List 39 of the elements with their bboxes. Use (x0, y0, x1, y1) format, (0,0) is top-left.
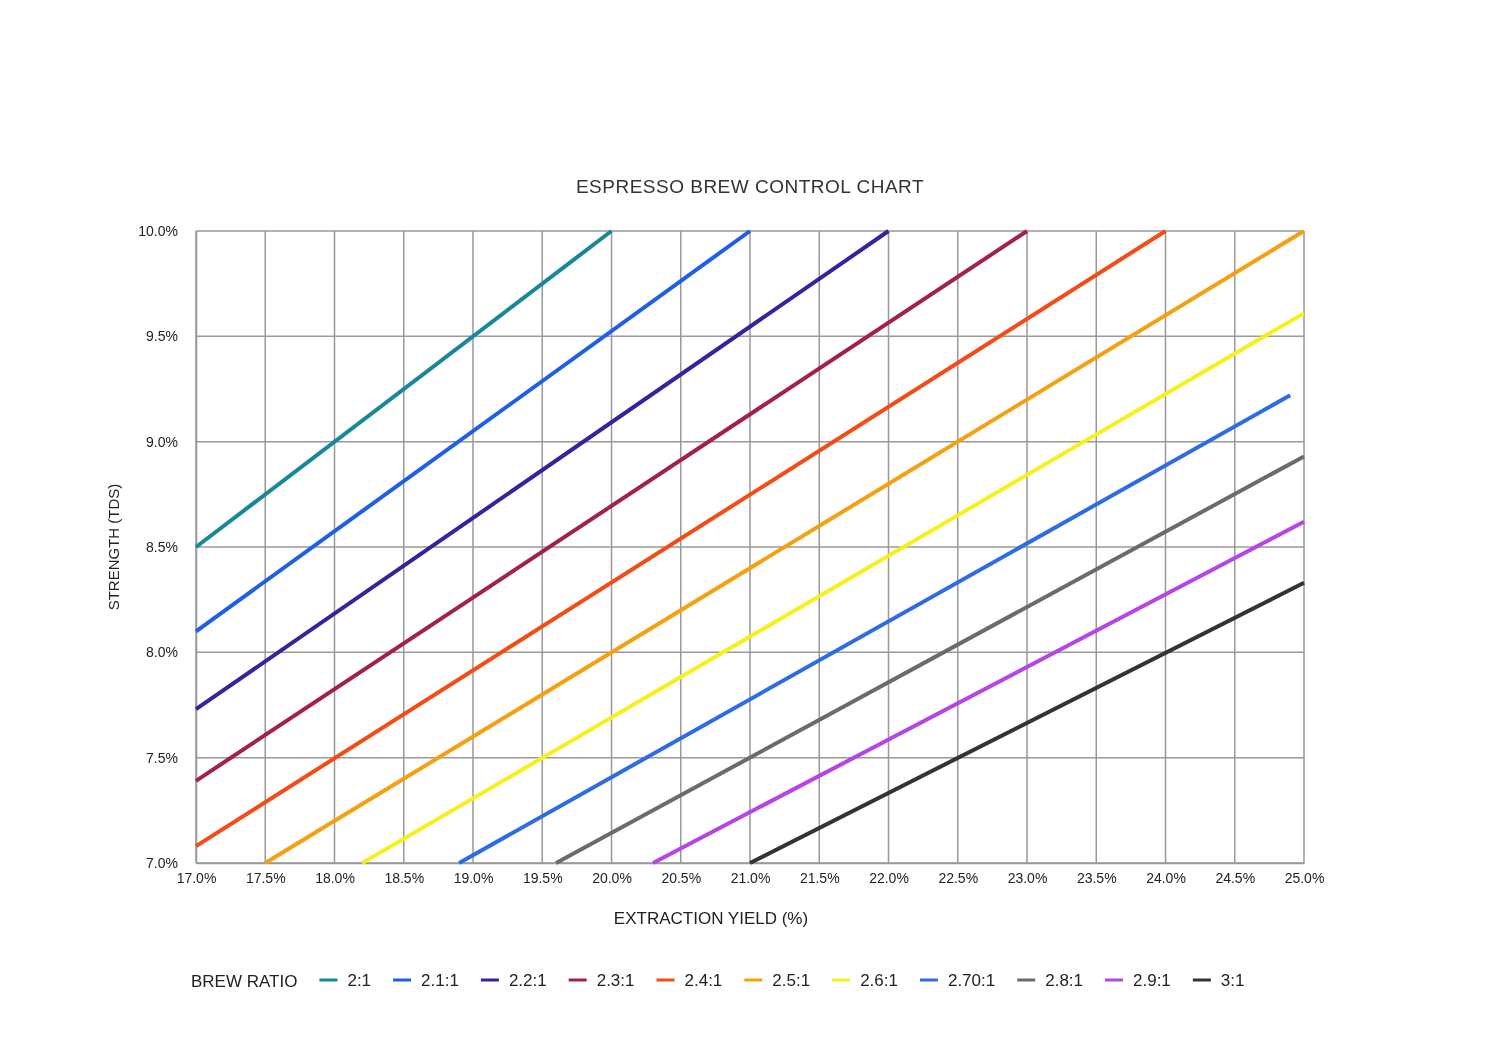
x-tick-label: 18.5% (384, 869, 425, 886)
legend-label: 3:1 (1220, 971, 1245, 990)
x-tick-label: 20.5% (661, 869, 702, 886)
legend-label: 2.8:1 (1045, 971, 1084, 990)
legend-label: 2.2:1 (508, 971, 547, 990)
y-tick-label: 9.5% (146, 328, 178, 345)
legend-label: 2.5:1 (772, 971, 811, 990)
x-tick-label: 19.5% (522, 869, 563, 886)
legend-label: 2.3:1 (596, 971, 635, 990)
x-tick-label: 24.5% (1215, 869, 1256, 886)
x-tick-label: 17.0% (176, 869, 217, 886)
legend-title: BREW RATIO (191, 972, 298, 991)
x-tick-label: 17.5% (245, 869, 286, 886)
x-tick-label: 24.0% (1146, 869, 1186, 886)
chart-title: ESPRESSO BREW CONTROL CHART (575, 176, 925, 197)
x-tick-label: 22.5% (938, 869, 979, 886)
legend-label: 2.4:1 (684, 971, 723, 990)
x-tick-label: 21.5% (799, 869, 840, 886)
legend-label: 2.9:1 (1133, 971, 1171, 990)
x-tick-label: 23.0% (1007, 869, 1048, 886)
legend-label: 2.1:1 (421, 971, 459, 990)
y-tick-label: 8.0% (146, 644, 178, 661)
x-axis-title: EXTRACTION YIELD (%) (613, 909, 809, 928)
x-tick-label: 23.5% (1076, 869, 1117, 886)
y-axis-title: STRENGTH (TDS) (105, 483, 122, 611)
x-tick-label: 22.0% (869, 869, 909, 886)
y-tick-label: 7.0% (146, 854, 178, 871)
x-tick-label: 18.0% (315, 869, 355, 886)
x-tick-label: 21.0% (730, 869, 771, 886)
x-tick-label: 25.0% (1284, 869, 1325, 886)
y-tick-label: 8.5% (146, 538, 178, 555)
x-tick-label: 20.0% (592, 869, 632, 886)
y-tick-label: 7.5% (146, 749, 178, 766)
legend-label: 2:1 (347, 971, 372, 990)
legend-label: 2.6:1 (860, 971, 898, 990)
y-tick-label: 10.0% (138, 222, 178, 239)
x-tick-label: 19.0% (453, 869, 494, 886)
y-tick-label: 9.0% (146, 433, 178, 450)
legend-label: 2.70:1 (947, 971, 996, 990)
